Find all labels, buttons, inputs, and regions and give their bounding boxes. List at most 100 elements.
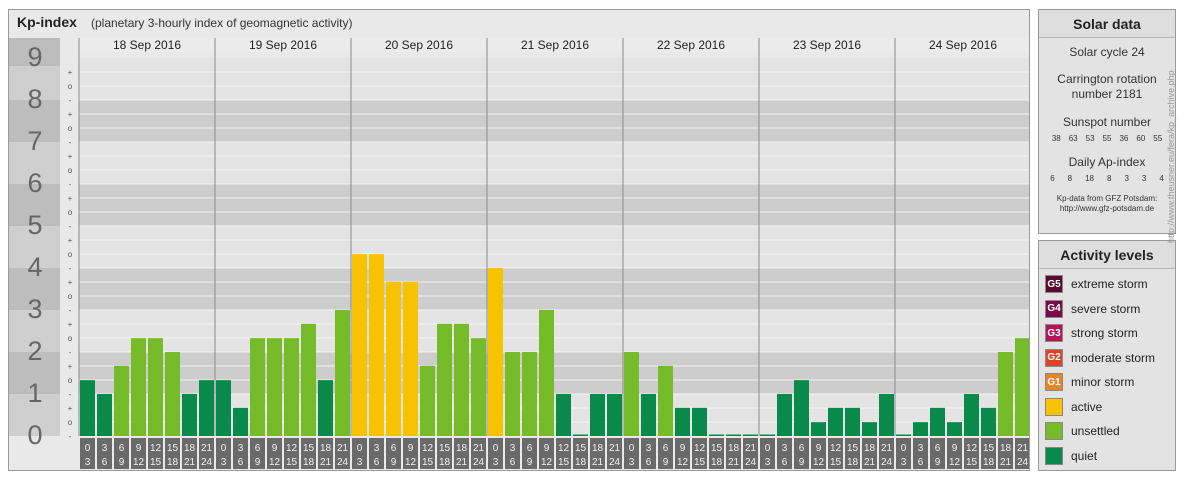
y-tick-label: 0 [27, 420, 42, 450]
ap-value: 6 [1050, 174, 1055, 183]
hour-start-label: 9 [272, 443, 278, 454]
hour-box [165, 438, 180, 469]
hour-end-label: 18 [575, 457, 587, 468]
kp-bar [658, 365, 673, 436]
hour-end-label: 21 [592, 457, 604, 468]
kp-bar [131, 338, 146, 436]
y-minor-label: o [68, 292, 73, 301]
y-minor-label: o [68, 334, 73, 343]
hour-box [352, 438, 367, 469]
kp-band [79, 226, 1029, 268]
hour-end-label: 24 [745, 457, 757, 468]
hour-start-label: 12 [830, 443, 842, 454]
sunspot-value: 60 [1136, 134, 1146, 143]
hour-box [590, 438, 605, 469]
hour-box [964, 438, 979, 469]
legend-swatch: G2 [1045, 348, 1063, 367]
hour-box [386, 438, 401, 469]
legend-item: G3 strong storm [1045, 323, 1138, 343]
hour-start-label: 9 [136, 443, 142, 454]
legend-label: minor storm [1071, 375, 1135, 389]
kp-bar [896, 434, 911, 436]
hour-box [505, 438, 520, 469]
sunspot-value: 53 [1085, 134, 1095, 143]
kp-band [79, 268, 1029, 310]
kp-bar [539, 310, 554, 436]
hour-box [913, 438, 928, 469]
y-minor-label: + [68, 194, 73, 203]
hour-start-label: 12 [422, 443, 434, 454]
kp-bar [335, 310, 350, 436]
ap-value: 3 [1141, 174, 1147, 183]
hour-end-label: 18 [167, 457, 179, 468]
kp-bar [794, 380, 809, 436]
hour-box [624, 438, 639, 469]
activity-levels-title: Activity levels [1039, 241, 1175, 269]
hour-end-label: 9 [255, 457, 261, 468]
hour-start-label: 18 [1000, 443, 1012, 454]
kp-bar [403, 281, 418, 436]
hour-start-label: 3 [374, 443, 380, 454]
hour-box [862, 438, 877, 469]
kp-bar [233, 407, 248, 436]
kp-bar [981, 407, 996, 436]
kp-bar [505, 352, 520, 436]
hour-start-label: 3 [782, 443, 788, 454]
hour-start-label: 15 [167, 443, 179, 454]
hour-start-label: 6 [119, 443, 125, 454]
hour-start-label: 6 [255, 443, 261, 454]
kp-bar [250, 338, 265, 436]
kp-band [79, 142, 1029, 184]
hour-box [760, 438, 775, 469]
y-tick-label: 6 [27, 168, 42, 198]
hour-end-label: 15 [558, 457, 570, 468]
y-minor-label: + [68, 320, 73, 329]
hour-box [556, 438, 571, 469]
hour-box [777, 438, 792, 469]
kp-bar [182, 394, 197, 436]
kp-bar [165, 352, 180, 436]
hour-end-label: 6 [510, 457, 516, 468]
hour-start-label: 15 [303, 443, 315, 454]
hour-start-label: 9 [544, 443, 550, 454]
y-tick-label: 3 [27, 294, 42, 324]
legend-label: unsettled [1071, 424, 1120, 438]
y-minor-label: - [69, 390, 72, 399]
kp-bar [845, 407, 860, 436]
hour-end-label: 9 [527, 457, 533, 468]
hour-start-label: 12 [966, 443, 978, 454]
hour-box [216, 438, 231, 469]
hour-end-label: 24 [201, 457, 213, 468]
y-minor-label: - [69, 138, 72, 147]
hour-box [437, 438, 452, 469]
hour-end-label: 15 [830, 457, 842, 468]
hour-start-label: 3 [238, 443, 244, 454]
hour-end-label: 21 [1000, 457, 1012, 468]
y-tick-label: 2 [27, 336, 42, 366]
hour-end-label: 12 [677, 457, 689, 468]
kp-chart-panel: 0 1 2 3 4 5 6 7 8 9- o + - o + - o + - o + - o + - o + - o + - o + - o +18 … [8, 9, 1030, 471]
kp-band [79, 184, 1029, 226]
y-minor-label: + [68, 362, 73, 371]
hour-end-label: 3 [765, 457, 771, 468]
hour-end-label: 15 [286, 457, 298, 468]
kp-bar [709, 434, 724, 436]
hour-box [114, 438, 129, 469]
y-label-band [9, 310, 60, 352]
sunspot-value: 63 [1068, 134, 1078, 143]
hour-box [539, 438, 554, 469]
legend-item: quiet [1045, 446, 1097, 466]
hour-start-label: 0 [493, 443, 499, 454]
legend-label: strong storm [1071, 326, 1138, 340]
hour-end-label: 9 [119, 457, 125, 468]
legend-label: extreme storm [1071, 277, 1148, 291]
hour-end-label: 21 [456, 457, 468, 468]
hour-box [726, 438, 741, 469]
legend-item: G2 moderate storm [1045, 348, 1155, 368]
day-label: 18 Sep 2016 [113, 38, 181, 52]
kp-bar [80, 380, 95, 436]
ap-value: 8 [1067, 174, 1073, 183]
hour-box [947, 438, 962, 469]
hour-start-label: 0 [357, 443, 363, 454]
kp-bar [998, 352, 1013, 436]
